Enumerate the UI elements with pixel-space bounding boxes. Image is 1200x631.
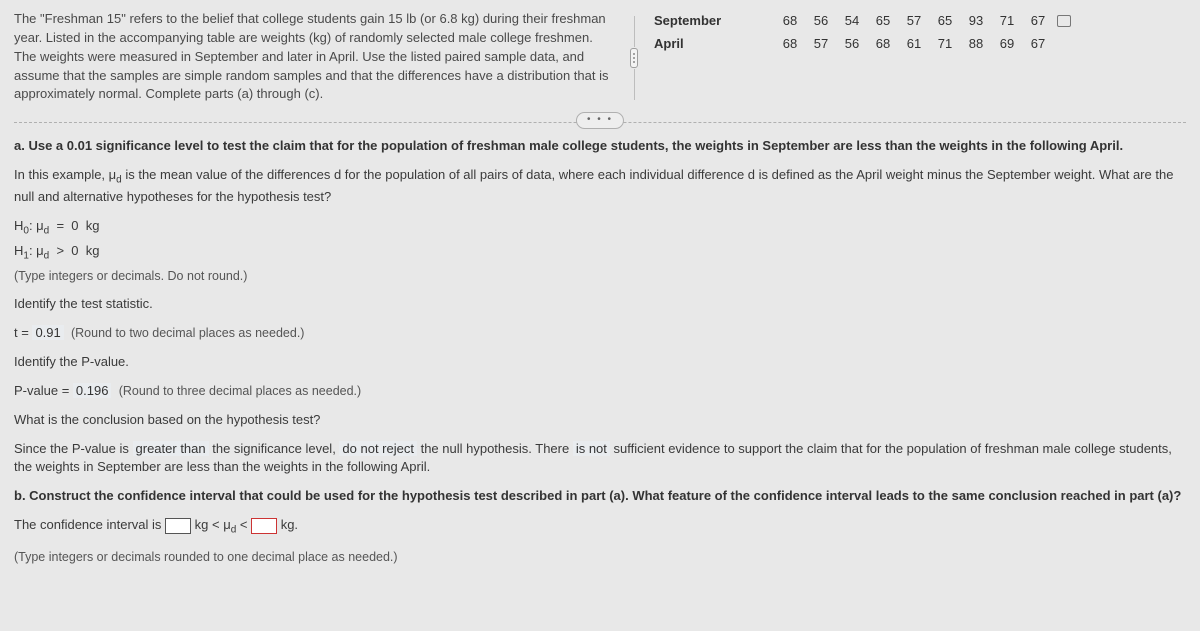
cell: 67: [1027, 35, 1049, 54]
table-row: September 68 56 54 65 57 65 93 71 67: [654, 12, 1186, 31]
cell: 68: [872, 35, 894, 54]
problem-statement: The "Freshman 15" refers to the belief t…: [14, 10, 614, 104]
mu-description: In this example, μd is the mean value of…: [14, 166, 1186, 207]
p-value: P-value = 0.196 (Round to three decimal …: [14, 382, 1186, 401]
ci-lower-input[interactable]: [165, 518, 191, 534]
conclusion-question: What is the conclusion based on the hypo…: [14, 411, 1186, 430]
table-row: April 68 57 56 68 61 71 88 69 67: [654, 35, 1186, 54]
copy-icon[interactable]: [1057, 15, 1071, 27]
weights-table: September 68 56 54 65 57 65 93 71 67 Apr…: [654, 10, 1186, 58]
cell: 68: [779, 35, 801, 54]
cell: 69: [996, 35, 1018, 54]
cell: 88: [965, 35, 987, 54]
p-value-label: Identify the P-value.: [14, 353, 1186, 372]
cell: 57: [903, 12, 925, 31]
ci-upper-input[interactable]: [251, 518, 277, 534]
cell: 56: [841, 35, 863, 54]
alt-hypothesis: H1: μd > 0 kg: [14, 242, 1186, 264]
cell: 61: [903, 35, 925, 54]
part-a-prompt: a. Use a 0.01 significance level to test…: [14, 137, 1186, 156]
cell: 57: [810, 35, 832, 54]
cell: 65: [934, 12, 956, 31]
test-statistic-value: t = 0.91 (Round to two decimal places as…: [14, 324, 1186, 343]
hypothesis-note: (Type integers or decimals. Do not round…: [14, 267, 1186, 285]
panel-divider[interactable]: [624, 10, 644, 100]
ci-note: (Type integers or decimals rounded to on…: [14, 548, 1186, 566]
confidence-interval-line: The confidence interval is kg < μd < kg.: [14, 516, 1186, 538]
conclusion-text: Since the P-value is greater than the si…: [14, 440, 1186, 478]
cell: 67: [1027, 12, 1049, 31]
cell: 71: [934, 35, 956, 54]
part-b-prompt: b. Construct the confidence interval tha…: [14, 487, 1186, 506]
cell: 68: [779, 12, 801, 31]
cell: 71: [996, 12, 1018, 31]
cell: 65: [872, 12, 894, 31]
test-statistic-label: Identify the test statistic.: [14, 295, 1186, 314]
drag-handle-icon[interactable]: [630, 48, 638, 68]
cell: 54: [841, 12, 863, 31]
null-hypothesis: H0: μd = 0 kg: [14, 217, 1186, 239]
row-label-april: April: [654, 35, 779, 54]
expand-button[interactable]: • • •: [576, 112, 624, 129]
row-label-september: September: [654, 12, 779, 31]
cell: 93: [965, 12, 987, 31]
cell: 56: [810, 12, 832, 31]
